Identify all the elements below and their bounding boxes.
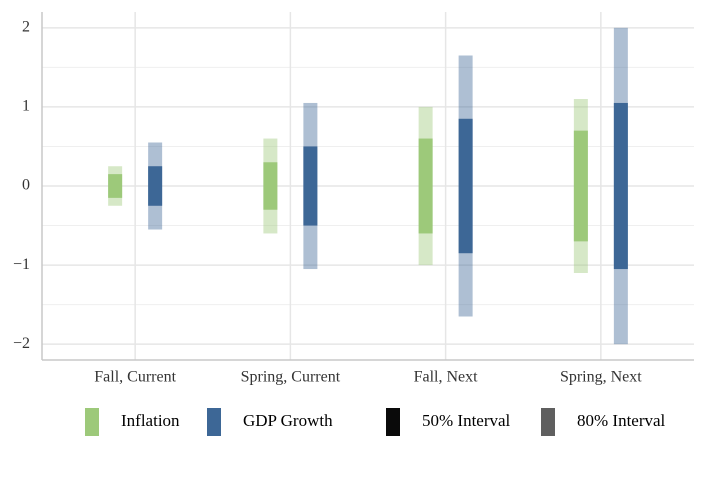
interval-50 bbox=[418, 138, 433, 234]
legend-swatch bbox=[541, 408, 555, 436]
interval-50 bbox=[458, 118, 473, 254]
interval-50 bbox=[573, 130, 588, 242]
x-tick-label: Spring, Current bbox=[241, 369, 341, 386]
y-tick-label: 0 bbox=[22, 177, 30, 194]
y-tick-label: 2 bbox=[22, 18, 30, 35]
y-tick-label: −1 bbox=[13, 256, 30, 273]
legend-swatch bbox=[85, 408, 99, 436]
interval-50 bbox=[613, 102, 628, 270]
y-tick-label: 1 bbox=[22, 98, 30, 115]
interval-50 bbox=[303, 146, 318, 226]
legend-label: 80% Interval bbox=[577, 411, 666, 430]
legend-swatch bbox=[207, 408, 221, 436]
legend-swatch bbox=[386, 408, 400, 436]
interval-50 bbox=[148, 166, 163, 206]
x-tick-label: Spring, Next bbox=[560, 369, 642, 386]
legend-label: 50% Interval bbox=[422, 411, 511, 430]
x-tick-label: Fall, Current bbox=[94, 369, 176, 386]
legend-label: GDP Growth bbox=[243, 411, 333, 430]
interval-50 bbox=[263, 162, 278, 210]
x-tick-label: Fall, Next bbox=[414, 369, 479, 386]
y-tick-label: −2 bbox=[13, 335, 30, 352]
interval-50 bbox=[108, 174, 123, 198]
legend-label: Inflation bbox=[121, 411, 180, 430]
